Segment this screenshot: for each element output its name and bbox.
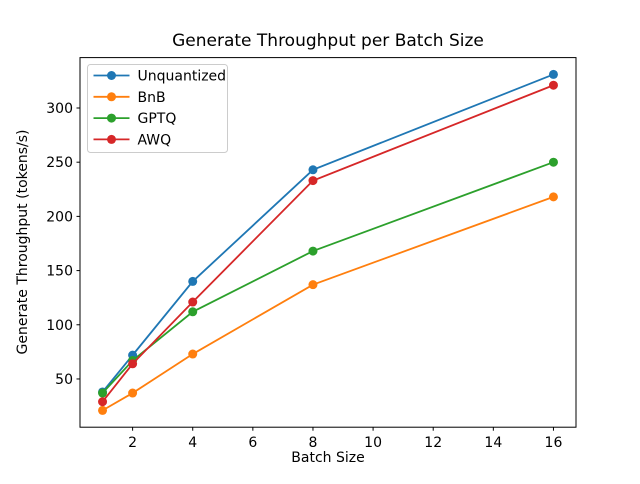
y-tick-label: 300 xyxy=(46,101,73,117)
legend-sample-marker xyxy=(107,71,116,80)
legend-sample-marker xyxy=(107,92,116,102)
legend-label-awq: AWQ xyxy=(138,132,172,148)
x-tick-label: 16 xyxy=(545,435,563,451)
data-point-unquantized xyxy=(188,276,198,286)
data-point-bnb xyxy=(98,405,108,415)
legend-label-bnb: BnB xyxy=(138,90,166,106)
data-point-gptq xyxy=(548,157,558,167)
data-point-bnb xyxy=(188,349,198,359)
data-point-bnb xyxy=(308,280,318,290)
y-axis-label: Generate Throughput (tokens/s) xyxy=(15,130,31,355)
data-point-awq xyxy=(188,297,198,307)
legend-sample-marker xyxy=(107,113,116,123)
chart-title: Generate Throughput per Batch Size xyxy=(172,31,484,51)
x-tick-label: 12 xyxy=(424,435,442,451)
y-tick-label: 50 xyxy=(55,372,73,388)
y-tick-label: 150 xyxy=(46,264,73,280)
data-point-unquantized xyxy=(548,69,558,79)
y-tick-label: 100 xyxy=(46,318,73,334)
legend-sample-marker xyxy=(107,134,116,144)
data-point-bnb xyxy=(548,192,558,202)
x-axis-label: Batch Size xyxy=(291,450,364,466)
data-point-awq xyxy=(128,359,138,369)
data-point-gptq xyxy=(308,246,318,256)
data-point-awq xyxy=(548,80,558,90)
x-tick-label: 8 xyxy=(309,435,318,451)
data-point-bnb xyxy=(128,388,138,398)
legend-label-gptq: GPTQ xyxy=(138,111,177,127)
x-tick-label: 6 xyxy=(248,435,257,451)
legend-box xyxy=(87,64,228,153)
legend-label-unquantized: Unquantized xyxy=(138,69,227,85)
y-tick-label: 200 xyxy=(46,209,73,225)
data-point-gptq xyxy=(188,307,198,317)
x-tick-label: 10 xyxy=(364,435,382,451)
data-point-unquantized xyxy=(308,165,318,175)
x-tick-label: 4 xyxy=(188,435,197,451)
data-point-awq xyxy=(98,397,108,407)
x-tick-label: 14 xyxy=(484,435,502,451)
data-point-gptq xyxy=(98,388,108,398)
y-tick-label: 250 xyxy=(46,155,73,171)
x-tick-label: 2 xyxy=(128,435,137,451)
data-point-awq xyxy=(308,176,318,186)
